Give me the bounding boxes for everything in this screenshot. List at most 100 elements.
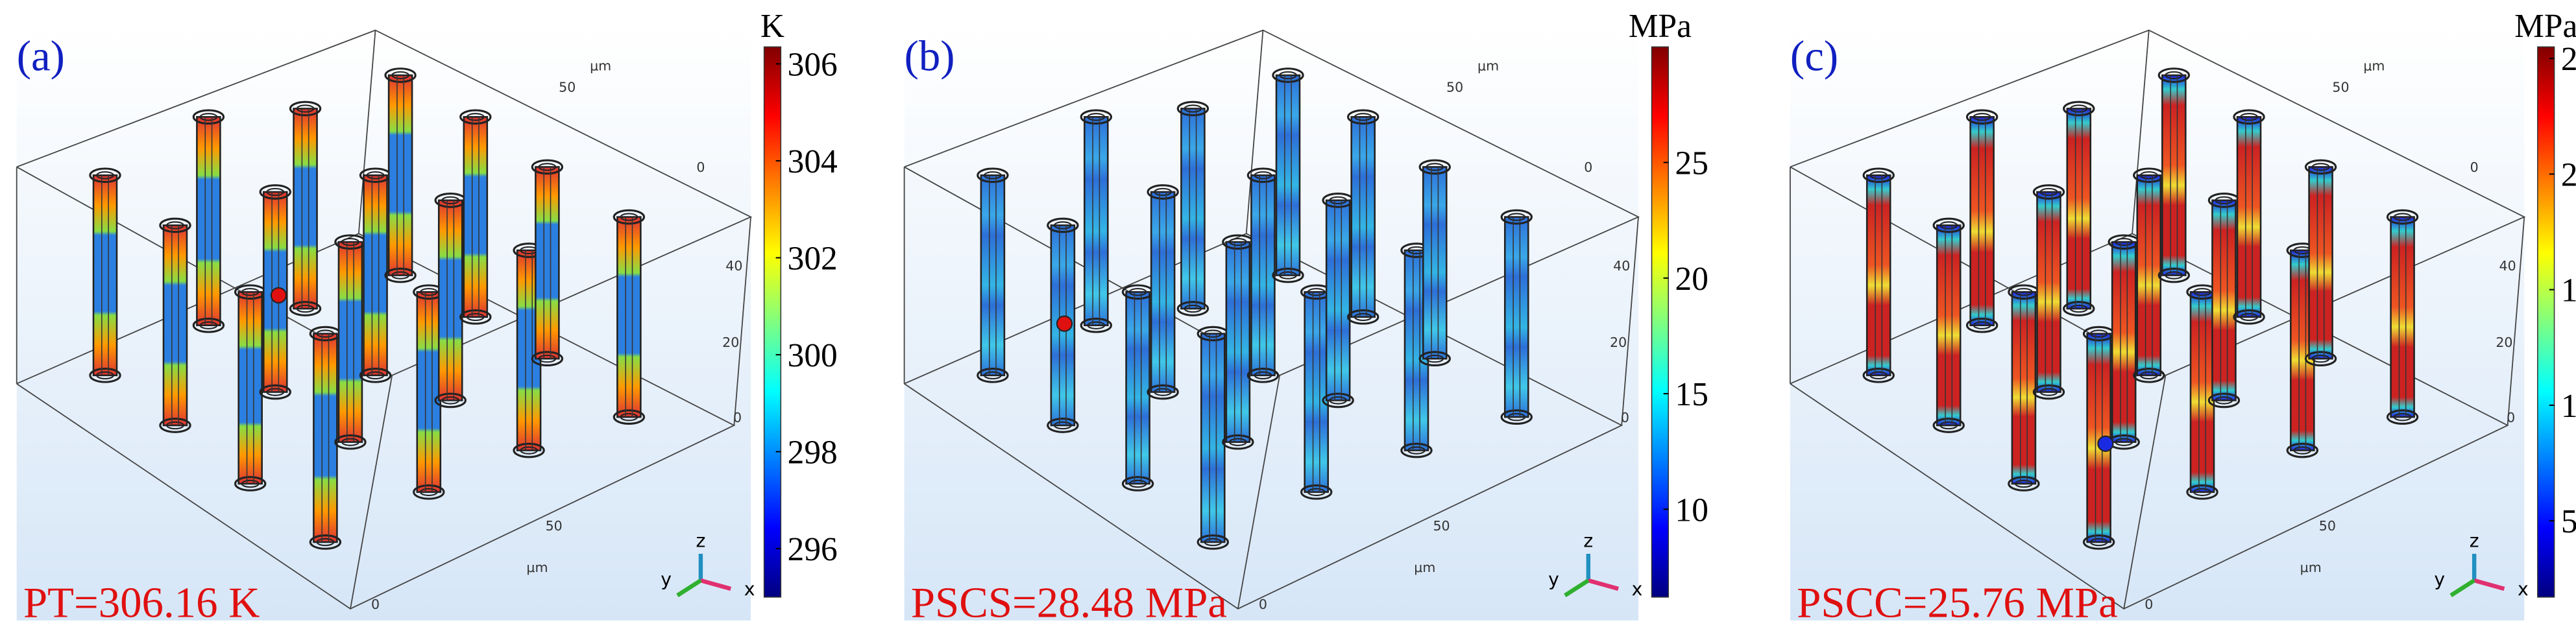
pillar-ring	[1869, 371, 1888, 380]
pillar	[1422, 166, 1448, 360]
pillar	[2161, 74, 2187, 276]
pillar-ring	[1176, 301, 1209, 316]
pillar-ring	[1329, 196, 1348, 205]
pillar-ring	[466, 313, 485, 322]
pillar-ring	[1128, 479, 1147, 488]
axis-label: 20	[2496, 335, 2512, 350]
pillar-ring	[1973, 113, 1991, 121]
pillar	[313, 333, 338, 543]
pillar-ring	[1184, 304, 1202, 313]
pillar-ring	[296, 104, 315, 113]
axis-label: 40	[2499, 258, 2516, 274]
pillar-ring	[2015, 288, 2033, 296]
triad-y	[2449, 578, 2475, 597]
colorbar-unit: K	[760, 8, 784, 45]
pillar-ring	[2139, 371, 2158, 380]
pillar	[92, 174, 118, 377]
pillar-ring	[366, 171, 385, 180]
pillar-ring	[2032, 184, 2065, 200]
axis-label: 50	[546, 518, 563, 534]
pillar-ring	[266, 388, 285, 396]
pillar	[1936, 224, 1962, 427]
triad-label: z	[696, 530, 706, 552]
pillar-ring	[1080, 109, 1112, 125]
pillar-ring	[1222, 434, 1254, 450]
pillar-ring	[1354, 113, 1372, 121]
pillar-ring	[1147, 184, 1179, 200]
pillar-ring	[296, 304, 315, 313]
pillar	[387, 74, 413, 276]
pillar-ring	[538, 354, 557, 363]
pillar-ring	[1507, 213, 1526, 221]
pillar-ring	[520, 446, 538, 455]
pillar	[2308, 166, 2333, 360]
axis-label: μm	[526, 560, 548, 575]
pillar-ring	[1228, 438, 1247, 446]
pillar-ring	[2233, 109, 2265, 125]
pillar-ring	[2089, 538, 2108, 547]
axis-label: 0	[2470, 160, 2479, 175]
pillar-ring	[1154, 187, 1173, 196]
pillar-ring	[1080, 317, 1112, 333]
pillar-ring	[1204, 329, 1222, 338]
pillar	[980, 174, 1006, 377]
pillar-ring	[2393, 213, 2412, 221]
pillar-ring	[1246, 368, 1280, 383]
pillar-ring	[1053, 221, 1072, 230]
axis-label: 50	[1433, 518, 1450, 534]
result-text: PT=306.16 K	[23, 579, 260, 627]
axis-label: μm	[2363, 58, 2385, 73]
pillar-ring	[266, 187, 285, 196]
pillar-ring	[1254, 171, 1272, 180]
pillar-ring	[89, 167, 121, 184]
panel-label: (b)	[905, 32, 955, 80]
pillar	[1503, 216, 1529, 418]
axis-label: 0	[2145, 597, 2153, 612]
pillar-ring	[1862, 368, 1895, 383]
pillar	[616, 216, 642, 418]
pillar-ring	[1869, 171, 1888, 180]
pillar-ring	[2207, 392, 2241, 409]
pillar-ring	[1965, 317, 1999, 333]
pillar-ring	[2193, 488, 2211, 497]
pillar-ring	[1426, 163, 1444, 171]
pillar-ring	[96, 171, 114, 180]
pillar-ring	[341, 237, 359, 246]
colorbar-tick-label: 25	[1675, 145, 1708, 182]
pillar-ring	[441, 196, 460, 205]
pillar-ring	[2157, 67, 2191, 83]
pillar-ring	[1507, 412, 1526, 421]
pillar-ring	[289, 301, 322, 316]
axis-label: 40	[1613, 258, 1630, 274]
panel: μm 50 0 40 20 0 μm 50 0 z y x (b) PSCS=28.48 MPa MPa 10…	[903, 8, 1708, 627]
box-edge	[2132, 30, 2150, 234]
pillar	[196, 116, 221, 326]
colorbar-tick-label: 304	[788, 143, 838, 180]
pillar	[1865, 174, 1891, 377]
colorbar-unit: MPa	[2514, 8, 2576, 45]
axis-label: μm	[1477, 58, 1499, 73]
axis-label: 50	[1446, 80, 1463, 95]
triad-label: x	[1632, 578, 1643, 600]
colorbar-tick-label: 10	[2561, 388, 2576, 425]
pillar-ring	[96, 371, 114, 380]
colorbar-tick-label: 10	[1675, 492, 1708, 528]
pillar	[337, 241, 363, 443]
pillar	[2111, 241, 2137, 443]
pillar-ring	[2039, 388, 2058, 396]
triad-y	[676, 578, 702, 597]
pillar-ring	[613, 209, 646, 225]
pillar-ring	[419, 288, 438, 296]
pillar-ring	[1087, 321, 1106, 329]
axis-label: 0	[371, 597, 380, 612]
triad-label: x	[744, 578, 755, 600]
pillar-ring	[2193, 288, 2211, 296]
triad-x	[700, 578, 732, 591]
pillar-ring	[1932, 418, 1965, 433]
pillar-ring	[2008, 476, 2040, 492]
pillar-ring	[2293, 446, 2312, 455]
pillar-ring	[531, 159, 564, 175]
pillar-ring	[441, 396, 460, 405]
pillar-ring	[2082, 534, 2115, 550]
pillar-ring	[2089, 329, 2108, 338]
